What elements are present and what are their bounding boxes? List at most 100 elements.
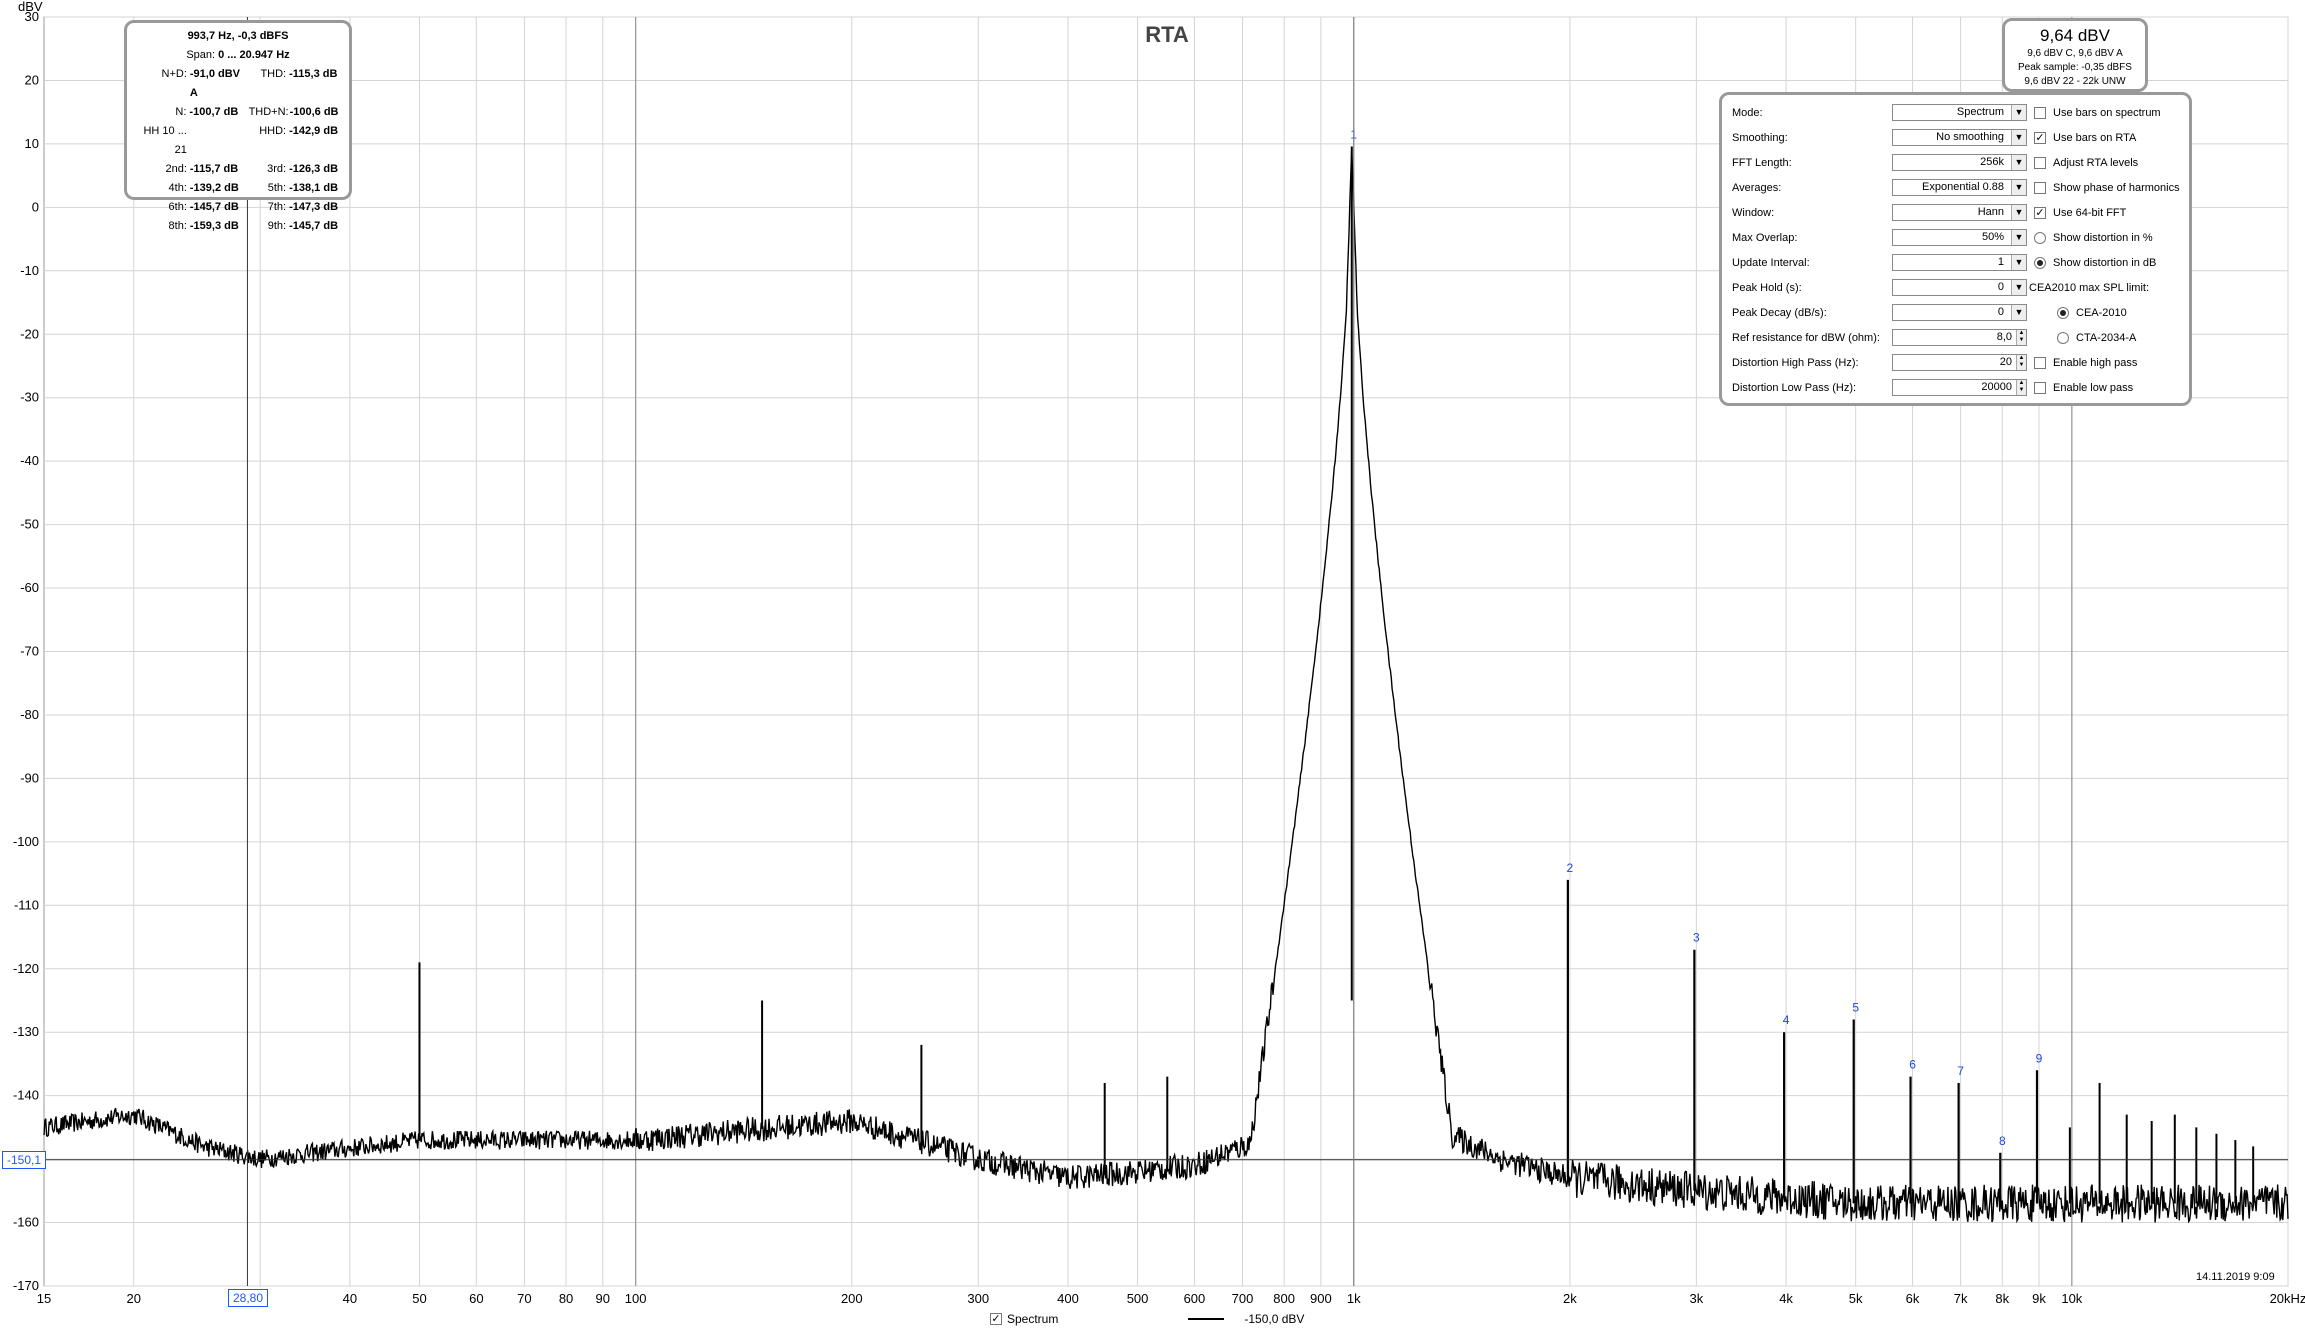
checkbox-icon[interactable] [2034,107,2046,119]
distortion-stats-panel[interactable]: 993,7 Hz, -0,3 dBFS Span: 0 ... 20.947 H… [124,20,352,232]
distortion-low-pass-spinner[interactable]: 20000 ▲ ▼ [1892,379,2027,396]
radio-selected-icon[interactable] [2034,257,2046,269]
fft-length-select[interactable]: 256k ▼ [1892,154,2027,171]
stats-l2: THD: [260,68,287,80]
averages-select[interactable]: Exponential 0.88 ▼ [1892,179,2027,196]
show-distortion-db-radio[interactable]: Show distortion in dB [2034,252,2156,274]
stats-l1: N+D: [161,68,187,80]
stats-l1: 8th: [168,220,187,232]
stats-v1: -145,7 dB [189,201,239,213]
timestamp: 14.11.2019 9:09 [2196,1271,2275,1283]
max-overlap-row: Max Overlap: 50% ▼ [1732,227,2027,249]
stats-v2: -126,3 dB [289,163,339,175]
stats-l2: THD+N: [248,106,289,118]
x-axis: 15 20 40 50 60 70 80 90 100 200 300 400 500 600 700 800… [37,1291,2305,1306]
x-tick-label: 200 [841,1291,863,1306]
level-weighted: 9,6 dBV C, 9,6 dBV A [2027,48,2123,59]
mode-select[interactable]: Spectrum ▼ [1892,104,2027,121]
enable-low-pass-checkbox[interactable]: Enable low pass [2034,377,2133,399]
y-tick-label: -50 [20,517,39,532]
stats-v2: -138,1 dB [289,182,339,194]
checkbox-icon[interactable] [2034,382,2046,394]
y-tick-label: -90 [20,770,39,785]
y-tick-label: 0 [32,199,39,214]
x-tick-label: 400 [1057,1291,1079,1306]
x-tick-label: 800 [1273,1291,1295,1306]
chevron-down-icon[interactable]: ▼ [2011,205,2026,220]
spinner-arrows-icon[interactable]: ▲ ▼ [2016,330,2026,345]
smoothing-select[interactable]: No smoothing ▼ [1892,129,2027,146]
radio-icon[interactable] [2057,332,2069,344]
chevron-down-icon[interactable]: ▼ [2011,230,2026,245]
spinner-arrows-icon[interactable]: ▲ ▼ [2016,380,2026,395]
x-tick-label: 100 [625,1291,647,1306]
stats-span: Span: 0 ... 20.947 Hz [186,49,290,61]
x-tick-label: 600 [1184,1291,1206,1306]
peak-decay-select[interactable]: 0 ▼ [1892,304,2027,321]
chevron-down-icon[interactable]: ▼ [2011,180,2026,195]
peak-hold-select[interactable]: 0 ▼ [1892,279,2027,296]
checkbox-checked-icon[interactable]: ✓ [2034,207,2046,219]
smoothing-row: Smoothing: No smoothing ▼ [1732,127,2027,149]
radio-selected-icon[interactable] [2057,307,2069,319]
y-tick-label: -110 [14,897,39,912]
x-tick-label: 20kHz [2270,1291,2305,1306]
chevron-down-icon[interactable]: ▼ [2011,305,2026,320]
stats-v2: -100,6 dB [289,106,339,118]
chevron-down-icon[interactable]: ▼ [2011,130,2026,145]
use-64bit-fft-checkbox[interactable]: ✓ Use 64-bit FFT [2034,207,2127,219]
distortion-low-pass-row: Distortion Low Pass (Hz): 20000 ▲ ▼ [1732,377,2027,399]
use-bars-spectrum-checkbox[interactable]: Use bars on spectrum [2034,102,2161,124]
level-readout-panel[interactable]: 9,64 dBV 9,6 dBV C, 9,6 dBV A Peak sampl… [2002,18,2148,92]
stats-row: N+D: -91,0 dBV A THD: -115,3 dB [133,65,343,103]
checkbox-icon[interactable] [2034,357,2046,369]
spectrum-line [43,151,2289,1224]
radio-icon[interactable] [2034,232,2046,244]
stats-v1 [187,122,250,160]
chevron-down-icon[interactable]: ▼ [2011,155,2026,170]
x-tick-label: 20 [126,1291,140,1306]
enable-high-pass-checkbox[interactable]: Enable high pass [2034,352,2137,374]
adjust-rta-levels-checkbox[interactable]: Adjust RTA levels [2034,152,2138,174]
x-tick-label: 4k [1779,1291,1793,1306]
checkbox-icon[interactable] [2034,157,2046,169]
legend-spectrum-checkbox[interactable]: ✓ [990,1313,1002,1325]
cursor-level-readout[interactable]: -150,1 [2,1151,46,1169]
stats-v2: -142,9 dB [289,125,339,137]
chevron-down-icon[interactable]: ▼ [2011,105,2026,120]
checkbox-icon[interactable] [2034,182,2046,194]
spinner-arrows-icon[interactable]: ▲ ▼ [2016,355,2026,370]
chart-title: RTA [1145,22,1189,47]
cea-2010-radio[interactable]: CEA-2010 [2057,302,2127,324]
distortion-high-pass-spinner[interactable]: 20 ▲ ▼ [1892,354,2027,371]
rta-settings-panel[interactable]: Mode: Spectrum ▼ Smoothing: No smoothing ▼… [1719,92,2192,406]
cta-2034-radio[interactable]: CTA-2034-A [2057,327,2136,349]
x-tick-label: 2k [1563,1291,1577,1306]
x-tick-label: 70 [517,1291,531,1306]
y-tick-label: 20 [25,72,39,87]
update-interval-select[interactable]: 1 ▼ [1892,254,2027,271]
legend: ✓ Spectrum -150,0 dBV [990,1312,1304,1326]
x-tick-label: 15 [37,1291,51,1306]
y-tick-label: -170 [13,1278,39,1293]
x-tick-label: 6k [1906,1291,1920,1306]
stats-l2: 5th: [267,182,287,194]
chevron-down-icon[interactable]: ▼ [2011,255,2026,270]
cursor-frequency-readout[interactable]: 28,80 [228,1289,268,1307]
chevron-down-icon[interactable]: ▼ [2011,280,2026,295]
averages-row: Averages: Exponential 0.88 ▼ [1732,177,2027,199]
y-axis: 30 20 10 0 -10 -20 -30 -40 -50 -60 -70 -80 -90 -100 -1… [13,9,39,1293]
window-select[interactable]: Hann ▼ [1892,204,2027,221]
show-distortion-percent-radio[interactable]: Show distortion in % [2034,227,2153,249]
peak-hold-row: Peak Hold (s): 0 ▼ [1732,277,2027,299]
y-tick-label: -10 [20,263,39,278]
x-tick-label: 80 [559,1291,573,1306]
y-tick-label: 10 [25,136,39,151]
max-overlap-select[interactable]: 50% ▼ [1892,229,2027,246]
harmonic-label: 6 [1909,1058,1916,1072]
ref-resistance-spinner[interactable]: 8,0 ▲ ▼ [1892,329,2027,346]
use-bars-rta-checkbox[interactable]: ✓ Use bars on RTA [2034,132,2137,144]
show-phase-checkbox[interactable]: Show phase of harmonics [2034,177,2180,199]
checkbox-checked-icon[interactable]: ✓ [2034,132,2046,144]
cea-limit-label: CEA2010 max SPL limit: [2029,282,2150,294]
